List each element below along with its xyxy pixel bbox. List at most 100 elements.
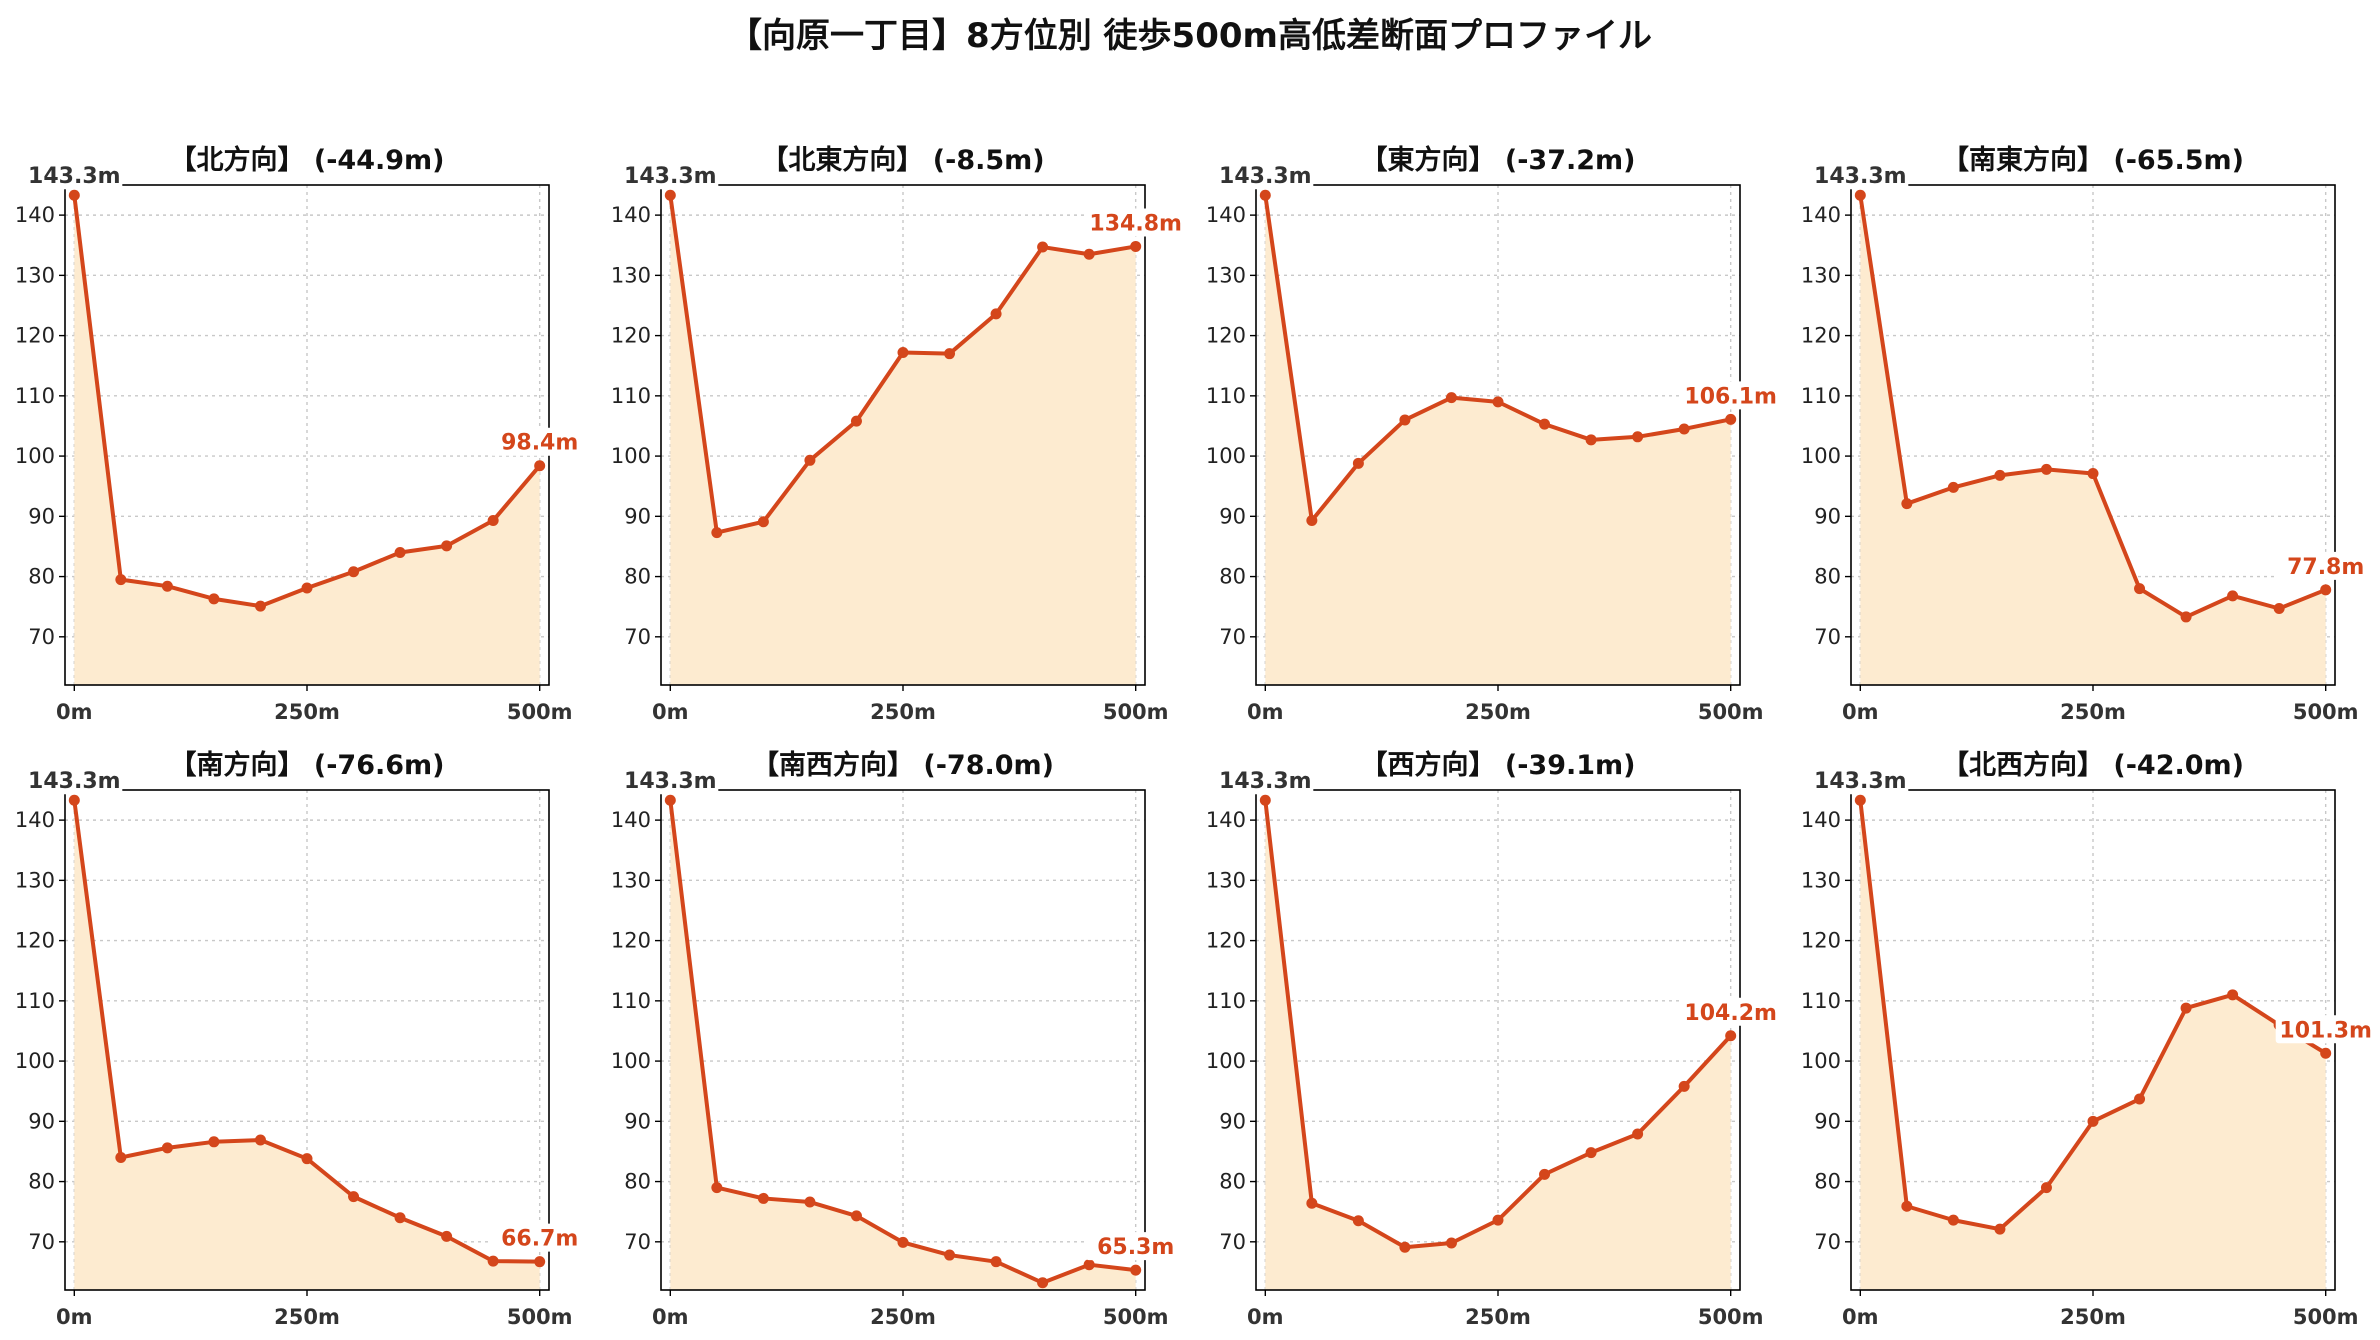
data-point: [208, 1136, 220, 1148]
data-point: [208, 593, 220, 605]
data-point: [850, 415, 862, 427]
start-label-box: [26, 766, 123, 795]
y-tick-label: 130: [1801, 868, 1841, 892]
x-tick-label: 250m: [870, 1305, 936, 1329]
data-point: [301, 582, 313, 594]
data-point: [2320, 1047, 2332, 1059]
panel-title: 【南東方向】 (-65.5m): [1942, 144, 2244, 176]
area-fill: [670, 195, 1136, 685]
data-point: [1854, 794, 1866, 806]
y-tick-label: 110: [1206, 989, 1246, 1013]
data-point: [487, 1255, 499, 1267]
data-point: [115, 1151, 127, 1163]
end-label: 65.3m: [1097, 1235, 1174, 1260]
y-tick-label: 90: [1219, 1109, 1246, 1133]
end-label: 66.7m: [501, 1227, 578, 1252]
y-tick-label: 100: [1206, 444, 1246, 468]
y-tick-label: 100: [1206, 1049, 1246, 1073]
x-tick-label: 250m: [2060, 1305, 2126, 1329]
y-tick-label: 130: [15, 263, 55, 287]
start-label: 143.3m: [28, 769, 121, 794]
y-tick-label: 130: [611, 263, 651, 287]
data-point: [1130, 1264, 1142, 1276]
data-point: [990, 1256, 1002, 1268]
y-tick-label: 110: [611, 384, 651, 408]
data-point: [394, 546, 406, 558]
y-tick-label: 130: [1206, 868, 1246, 892]
x-tick-label: 500m: [1103, 1305, 1169, 1329]
y-tick-label: 140: [1801, 203, 1841, 227]
y-tick-label: 120: [611, 324, 651, 348]
start-label: 143.3m: [28, 164, 121, 189]
data-point: [2134, 583, 2146, 595]
data-point: [711, 1182, 723, 1194]
data-point: [2227, 989, 2239, 1001]
data-point: [161, 580, 173, 592]
end-label: 134.8m: [1089, 211, 1182, 236]
data-point: [1678, 423, 1690, 435]
start-label-box: [1217, 766, 1314, 795]
y-tick-label: 100: [15, 444, 55, 468]
data-point: [441, 1230, 453, 1242]
start-label: 143.3m: [1814, 769, 1907, 794]
end-label-box: [2275, 551, 2376, 580]
data-point: [850, 1210, 862, 1222]
y-tick-label: 90: [28, 1109, 55, 1133]
area-fill: [670, 800, 1136, 1290]
data-point: [1994, 469, 2006, 481]
y-tick-label: 70: [1219, 625, 1246, 649]
data-point: [534, 1256, 546, 1268]
y-tick-label: 100: [1801, 1049, 1841, 1073]
data-point: [1539, 1168, 1551, 1180]
data-point: [1585, 1147, 1597, 1159]
x-tick-label: 500m: [2293, 1305, 2359, 1329]
y-tick-label: 70: [1219, 1230, 1246, 1254]
x-tick-label: 500m: [1103, 700, 1169, 724]
y-tick-label: 80: [1219, 565, 1246, 589]
y-tick-label: 90: [1219, 504, 1246, 528]
data-point: [1492, 396, 1504, 408]
y-tick-label: 80: [624, 1170, 651, 1194]
start-label: 143.3m: [1219, 769, 1312, 794]
data-point: [1725, 413, 1737, 425]
x-tick-label: 250m: [1465, 1305, 1531, 1329]
end-label: 77.8m: [2287, 555, 2364, 580]
data-point: [115, 574, 127, 586]
data-point: [1539, 418, 1551, 430]
data-point: [804, 454, 816, 466]
data-point: [1947, 481, 1959, 493]
start-label: 143.3m: [624, 164, 717, 189]
start-label-box: [1217, 161, 1314, 190]
data-point: [944, 1249, 956, 1261]
end-label-box: [489, 427, 590, 456]
data-point: [301, 1153, 313, 1165]
data-point: [1901, 1200, 1913, 1212]
y-tick-label: 70: [624, 1230, 651, 1254]
y-tick-label: 90: [1814, 504, 1841, 528]
data-point: [1947, 1214, 1959, 1226]
panel-title: 【北方向】 (-44.9m): [169, 144, 444, 176]
y-tick-label: 90: [624, 1109, 651, 1133]
end-label: 98.4m: [501, 431, 578, 456]
data-point: [534, 460, 546, 472]
data-point: [1399, 1241, 1411, 1253]
end-label-box: [489, 1223, 590, 1252]
data-point: [1352, 1215, 1364, 1227]
data-point: [487, 515, 499, 527]
y-tick-label: 110: [1206, 384, 1246, 408]
end-label-box: [1085, 208, 1186, 237]
data-point: [1130, 240, 1142, 252]
panel-title: 【東方向】 (-37.2m): [1360, 144, 1635, 176]
y-tick-label: 110: [15, 989, 55, 1013]
end-label-box: [1085, 1232, 1186, 1261]
data-point: [254, 600, 266, 612]
y-tick-label: 120: [1801, 324, 1841, 348]
area-fill: [1265, 800, 1731, 1290]
x-tick-label: 0m: [56, 700, 93, 724]
data-point: [804, 1196, 816, 1208]
start-label: 143.3m: [1219, 164, 1312, 189]
data-point: [1632, 431, 1644, 443]
end-label-box: [2275, 1015, 2376, 1044]
data-point: [1445, 1237, 1457, 1249]
